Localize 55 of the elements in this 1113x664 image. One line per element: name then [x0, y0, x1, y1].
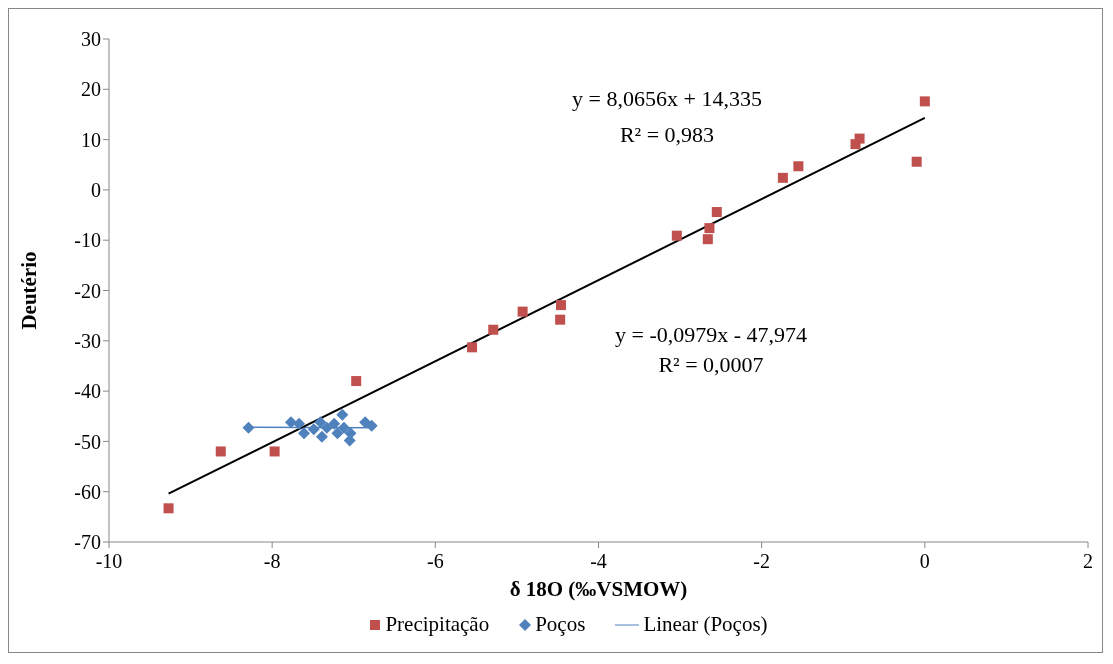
point: [307, 423, 320, 436]
point: [331, 427, 344, 440]
x-tick-label: 0: [919, 550, 930, 573]
point: [242, 421, 255, 434]
x-tick-label: -6: [427, 550, 444, 573]
y-axis-title: Deutério: [17, 251, 42, 330]
point: [328, 417, 341, 430]
annotation: y = 8,0656x + 14,335: [572, 86, 762, 112]
legend-label: Linear (Poços): [643, 612, 768, 637]
y-tick-label: 30: [81, 28, 101, 51]
x-tick-label: -4: [590, 550, 607, 573]
point: [336, 408, 349, 421]
point: [293, 417, 306, 430]
annotation: R² = 0,0007: [658, 352, 764, 378]
x-tick-label: 2: [1083, 550, 1093, 573]
legend-label: Poços: [535, 612, 586, 637]
point: [919, 96, 930, 107]
x-tick-label: -2: [753, 550, 770, 573]
point: [488, 324, 499, 335]
y-tick-label: -40: [74, 380, 101, 403]
y-tick-label: 20: [81, 78, 101, 101]
point: [704, 223, 715, 234]
point: [337, 421, 350, 434]
point: [351, 376, 362, 387]
x-axis-title: δ 18O (‰VSMOW): [509, 577, 688, 601]
point: [793, 161, 804, 172]
point: [365, 419, 378, 432]
point: [269, 446, 280, 457]
y-tick-label: -10: [74, 229, 101, 252]
point: [702, 234, 713, 245]
point: [854, 133, 865, 144]
y-tick-label: -20: [74, 279, 101, 302]
point: [711, 207, 722, 218]
point: [467, 342, 478, 353]
point: [777, 172, 788, 183]
x-tick-label: -8: [263, 550, 281, 573]
point: [215, 446, 226, 457]
point: [555, 300, 566, 311]
point: [314, 416, 327, 429]
point: [517, 306, 528, 317]
point: [297, 427, 310, 440]
annotation: y = -0,0979x - 47,974: [614, 322, 808, 348]
y-tick-label: 0: [91, 179, 101, 201]
y-tick-label: -50: [74, 430, 101, 453]
point: [911, 156, 922, 167]
point: [555, 314, 566, 325]
point: [671, 230, 682, 241]
y-tick-label: -30: [74, 329, 101, 352]
point: [315, 430, 328, 443]
y-tick-label: -60: [74, 480, 101, 503]
y-tick-label: 10: [81, 128, 101, 151]
annotation: R² = 0,983: [619, 122, 715, 148]
point: [163, 503, 174, 514]
point: [320, 421, 333, 434]
legend-label: Precipitação: [385, 612, 490, 637]
